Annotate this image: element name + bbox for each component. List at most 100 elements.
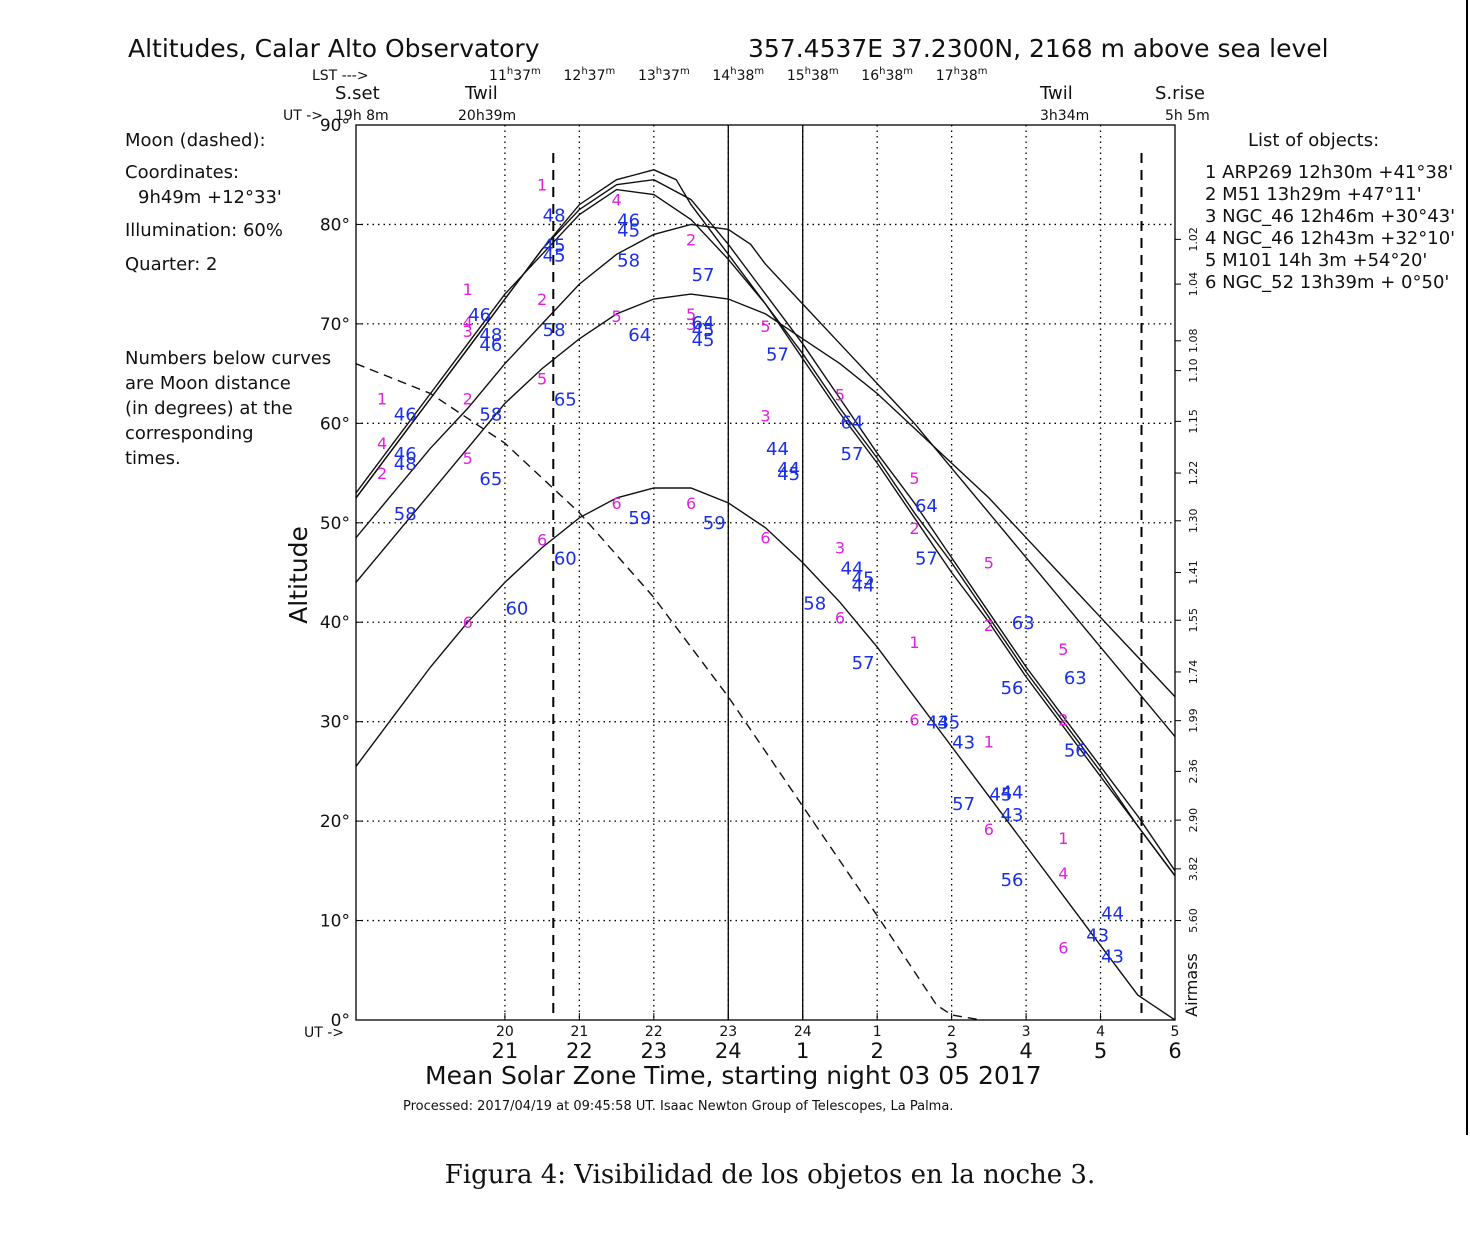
object-number-label: 6 <box>686 494 696 513</box>
airmass-tick-label: 1.55 <box>1187 608 1200 633</box>
object-number-label: 4 <box>463 313 473 332</box>
moon-distance-label: 64 <box>915 496 938 517</box>
object-number-label: 1 <box>463 280 473 299</box>
object-entry: 5 M101 14h 3m +54°20' <box>1205 250 1427 271</box>
altitude-curves <box>356 169 1175 1020</box>
moon-distance-label: 56 <box>1064 741 1087 762</box>
x-tick-label: 1 <box>796 1039 809 1063</box>
object-number-label: 3 <box>835 539 845 558</box>
moon-distance-label: 45 <box>777 464 800 485</box>
ut-tick-label: 22 <box>645 1024 663 1040</box>
object-number-label: 6 <box>984 820 994 839</box>
ut-tick-label: 21 <box>570 1024 588 1040</box>
lst-tick-label: 15h38m <box>787 66 839 84</box>
object-number-label: 1 <box>909 633 919 652</box>
airmass-tick-label: 1.41 <box>1187 560 1200 585</box>
airmass-axis-label: Airmass <box>1182 953 1201 1017</box>
moon-distance-label: 45 <box>617 220 640 241</box>
object-number-label: 5 <box>909 469 919 488</box>
moon-distance-label: 58 <box>394 504 417 525</box>
moon-distance-label: 58 <box>543 320 566 341</box>
object-number-label: 6 <box>909 711 919 730</box>
moon-distance-label: 60 <box>505 598 528 619</box>
moon-distance-label: 48 <box>394 454 417 475</box>
object-number-label: 6 <box>611 494 621 513</box>
moon-distance-label: 43 <box>1101 946 1124 967</box>
object-entry: 6 NGC_52 13h39m + 0°50' <box>1205 272 1449 293</box>
object-number-label: 4 <box>377 434 387 453</box>
chart-title: Altitudes, Calar Alto Observatory <box>128 34 540 63</box>
moon-distance-label: 45 <box>543 245 566 266</box>
moon-distance-label: 57 <box>841 444 864 465</box>
objects-list: 1 ARP269 12h30m +41°38' 2 M51 13h29m +47… <box>1205 162 1455 293</box>
moon-distance-label: 57 <box>852 653 875 674</box>
ut-tick-label: 20 <box>496 1024 514 1040</box>
sunset-label: S.set <box>335 83 380 104</box>
x-tick-label: 2 <box>870 1039 883 1063</box>
x-tick-label: 22 <box>566 1039 593 1063</box>
moon-distance-label: 46 <box>394 404 417 425</box>
y-tick-label: 50° <box>320 514 350 534</box>
object-number-label: 3 <box>686 315 696 334</box>
y-tick-label: 90° <box>320 116 350 136</box>
moon-coords-label: Coordinates: <box>125 162 239 183</box>
altitude-curve <box>356 178 1175 873</box>
object-number-label: 2 <box>686 230 696 249</box>
airmass-tick-label: 1.74 <box>1187 660 1200 685</box>
twilight-morning-time: 3h34m <box>1040 108 1089 124</box>
airmass-tick-label: 1.15 <box>1187 409 1200 434</box>
sunrise-label: S.rise <box>1155 83 1205 104</box>
moon-distance-label: 65 <box>554 389 577 410</box>
moon-distance-label: 43 <box>952 733 975 754</box>
altitude-curve <box>356 188 1175 878</box>
lst-tick-label: 17h38m <box>936 66 988 84</box>
moon-distance-label: 59 <box>628 508 651 529</box>
y-tick-label: 40° <box>320 613 350 633</box>
x-tick-label: 23 <box>640 1039 667 1063</box>
moon-distance-label: 63 <box>1012 613 1035 634</box>
moon-distance-label: 44 <box>841 559 864 580</box>
object-entry: 1 ARP269 12h30m +41°38' <box>1205 162 1453 183</box>
twilight-evening-time: 20h39m <box>458 108 516 124</box>
moon-distance-label: 59 <box>703 513 726 534</box>
object-number-label: 6 <box>537 531 547 550</box>
page-margin-rule <box>1466 0 1468 1135</box>
airmass-tick-label: 1.22 <box>1187 461 1200 486</box>
moon-distance-label: 57 <box>952 794 975 815</box>
moon-distance-label: 46 <box>394 444 417 465</box>
ut-tick-label: 1 <box>873 1024 882 1040</box>
airmass-axis: 1.02 1.04 1.08 1.10 1.15 1.22 1.30 1.41 1.55 1.74… <box>1175 227 1200 933</box>
ut-tick-label: 23 <box>719 1024 737 1040</box>
y-tick-label: 30° <box>320 713 350 733</box>
moon-distance-label: 56 <box>1001 678 1024 699</box>
twilight-morning-label: Twil <box>1039 83 1073 104</box>
location-text: 357.4537E 37.2300N, 2168 m above sea lev… <box>748 34 1329 63</box>
y-tick-label: 0° <box>331 1011 350 1031</box>
moon-note: Numbers below curves are Moon distance (… <box>125 348 331 469</box>
moon-distance-label: 58 <box>617 250 640 271</box>
airmass-tick-label: 5.60 <box>1187 908 1200 933</box>
airmass-tick-label: 1.10 <box>1187 358 1200 383</box>
moon-altitude-curve <box>356 363 982 1020</box>
moon-coords: 9h49m +12°33' <box>138 187 282 208</box>
moon-distance-label: 45 <box>989 784 1012 805</box>
moon-distance-label: 43 <box>1086 925 1109 946</box>
ut-axis-arrow: UT -> <box>304 1025 344 1041</box>
moon-distance-label: 46 <box>468 305 491 326</box>
altitude-curve <box>356 223 1175 738</box>
moon-note-line: (in degrees) at the <box>125 398 293 419</box>
object-number-label: 5 <box>835 385 845 404</box>
x-axis-label: Mean Solar Zone Time, starting night 03 … <box>425 1061 1042 1090</box>
lst-tick-label: 13h37m <box>638 66 690 84</box>
moon-distance-label: 64 <box>841 412 864 433</box>
object-number-label: 4 <box>611 191 621 210</box>
ut-tick-label: 24 <box>794 1024 812 1040</box>
object-number-label: 5 <box>537 370 547 389</box>
moon-illumination: Illumination: 60% <box>125 220 283 241</box>
altitude-curve <box>356 169 1175 877</box>
object-number-label: 4 <box>1058 864 1068 883</box>
twilight-evening-label: Twil <box>464 83 498 104</box>
object-entry: 3 NGC_46 12h46m +30°43' <box>1205 206 1455 227</box>
